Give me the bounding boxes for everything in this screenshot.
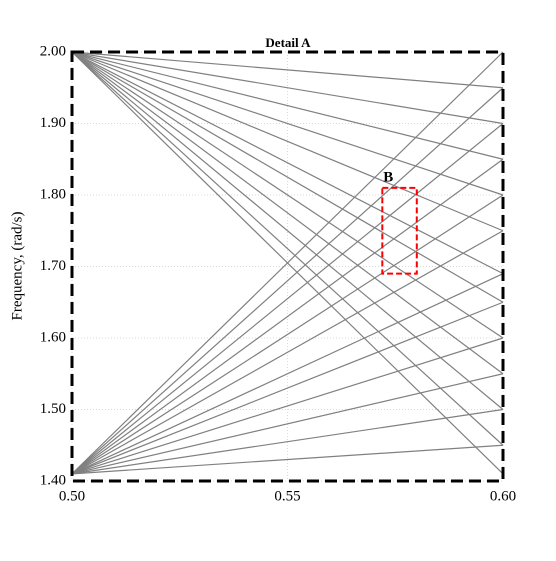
series-line <box>71 408 504 475</box>
series-line <box>71 51 504 275</box>
series-line <box>71 51 504 160</box>
series-line <box>71 51 504 303</box>
series-line <box>71 337 504 475</box>
series-line <box>71 51 504 125</box>
x-tick-label: 0.60 <box>490 488 516 504</box>
detail-box <box>381 186 418 275</box>
x-tick-label: 0.50 <box>59 488 85 504</box>
y-tick-label: 1.40 <box>40 472 66 488</box>
series-line <box>71 444 504 475</box>
y-tick-label: 1.50 <box>40 401 66 417</box>
plot-frame <box>70 50 505 483</box>
y-tick-label: 2.00 <box>40 43 66 59</box>
series-line <box>71 301 504 475</box>
series-line <box>71 230 504 475</box>
x-tick-label: 0.55 <box>274 488 300 504</box>
y-tick-label: 1.90 <box>40 115 66 131</box>
series-line <box>71 273 504 475</box>
series-line <box>71 51 504 410</box>
series-line <box>71 51 504 446</box>
series-line <box>71 87 504 475</box>
series-line <box>71 51 504 232</box>
series-line <box>71 51 504 475</box>
series-line <box>71 51 504 339</box>
series-line <box>71 194 504 475</box>
series-line <box>71 51 504 89</box>
series-line <box>71 51 504 196</box>
y-tick-label: 1.70 <box>40 258 66 274</box>
series-line <box>71 373 504 475</box>
y-axis-label: Frequency, (rad/s) <box>9 212 25 321</box>
series-line <box>71 51 504 375</box>
series-line <box>71 158 504 475</box>
y-tick-label: 1.80 <box>40 186 66 202</box>
y-tick-label: 1.60 <box>40 329 66 345</box>
detail-label: B <box>383 169 393 185</box>
chart-title: Detail A <box>265 35 311 50</box>
series-line <box>71 123 504 475</box>
